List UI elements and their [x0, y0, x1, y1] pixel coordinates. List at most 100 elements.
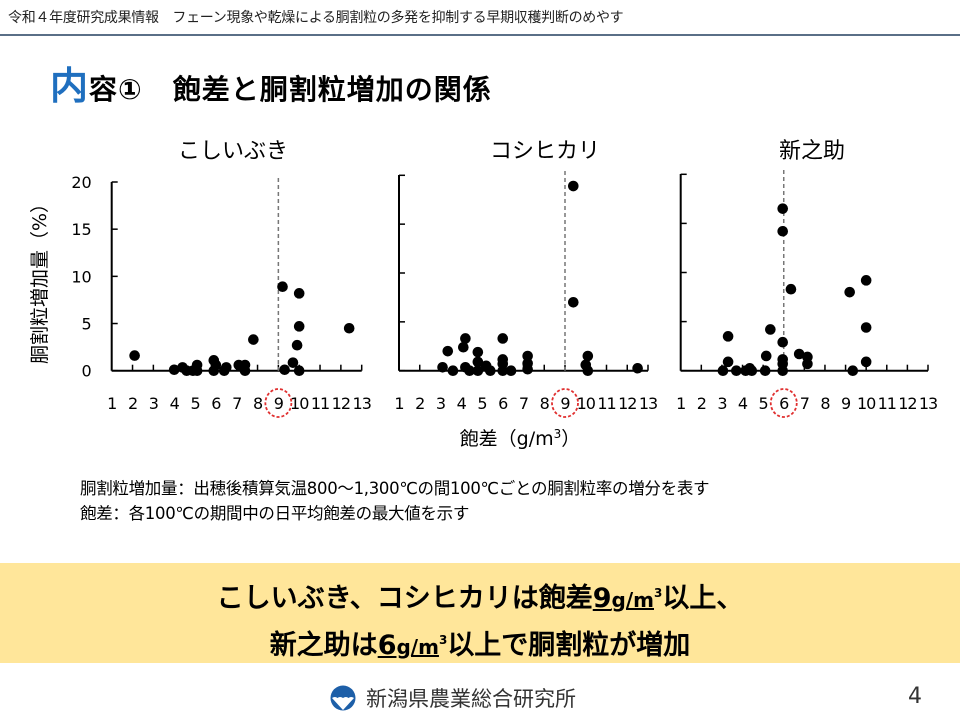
y-tick-label: 0: [82, 362, 92, 381]
x-tick-label: 6: [211, 394, 221, 413]
x-tick-label: 9: [841, 394, 851, 413]
x-tick-label: 9: [560, 394, 570, 413]
data-point: [722, 356, 734, 368]
x-tick-label: 7: [519, 394, 528, 413]
x-tick-label: 12: [618, 394, 636, 413]
y-tick-label: 20: [71, 173, 91, 192]
data-point: [785, 283, 797, 295]
x-tick-label: 10: [857, 394, 876, 413]
chart-title: コシヒカリ: [490, 139, 600, 164]
notes: 胴割粒増加量：出穂後積算気温800～1,300℃の間100℃ごとの胴割粒率の増分…: [80, 476, 710, 526]
conclusion-band: こしいぶき、コシヒカリは飽差9g/m3以上、 新之助は6g/m3以上で胴割粒が増…: [0, 563, 960, 663]
data-point: [522, 363, 533, 375]
x-tick-label: 12: [898, 394, 916, 413]
x-tick-label: 1: [107, 394, 116, 413]
data-point: [472, 346, 484, 358]
threshold-circle: [264, 388, 293, 418]
page-number: 4: [908, 684, 922, 709]
data-point: [279, 364, 290, 376]
x-tick-label: 12: [332, 394, 350, 413]
data-point: [844, 286, 855, 298]
data-point: [722, 331, 734, 342]
x-tick-label: 3: [717, 394, 726, 413]
data-point: [582, 365, 594, 377]
conclusion-unit: g/m: [611, 588, 654, 612]
data-point: [291, 339, 303, 351]
data-point: [568, 297, 579, 308]
data-point: [472, 365, 484, 377]
data-point: [248, 334, 259, 345]
conclusion-unit: g/m: [396, 635, 439, 659]
x-tick-label: 13: [919, 394, 937, 413]
y-axis-label: 胴割粒増加量（%）: [29, 194, 51, 364]
data-point: [860, 356, 872, 368]
x-tick-label: 10: [577, 394, 596, 413]
data-point: [847, 365, 859, 377]
title-first-char: 内: [50, 64, 90, 108]
x-tick-label: 10: [290, 394, 309, 413]
note-2: 飽差：各100℃の期間中の日平均飽差の最大値を示す: [80, 504, 470, 523]
data-point: [191, 365, 203, 377]
data-point: [168, 364, 180, 376]
data-point: [731, 365, 742, 377]
data-point: [777, 225, 789, 237]
x-tick-label: 6: [779, 394, 789, 413]
data-point: [239, 365, 251, 377]
x-tick-label: 5: [190, 394, 199, 413]
data-point: [717, 365, 729, 377]
threshold-circle: [551, 388, 579, 418]
title-main: 飽差と胴割粒増加の関係: [172, 73, 492, 106]
footer: 新潟県農業総合研究所: [330, 683, 576, 713]
x-tick-label: 3: [149, 394, 158, 413]
x-tick-label: 11: [311, 394, 329, 413]
data-point: [293, 365, 305, 377]
data-point: [293, 321, 305, 332]
x-tick-label: 1: [676, 394, 685, 413]
org-logo-icon: [330, 685, 356, 711]
data-point: [632, 362, 643, 374]
x-tick-label: 4: [457, 394, 467, 413]
y-tick-label: 15: [71, 220, 91, 239]
conclusion-text: 以上、: [662, 583, 744, 614]
conclusion-line-2: 新之助は6g/m3以上で胴割粒が増加: [0, 620, 960, 667]
x-tick-label: 7: [800, 394, 809, 413]
data-point: [220, 362, 232, 373]
note-1: 胴割粒増加量：出穂後積算気温800～1,300℃の間100℃ごとの胴割粒率の増分…: [80, 479, 710, 498]
data-point: [287, 357, 299, 368]
conclusion-value: 6: [377, 630, 397, 661]
conclusion-unit-sup: 3: [654, 586, 663, 600]
conclusion-text: こしいぶき、コシヒカリは飽差: [216, 583, 593, 614]
x-tick-label: 8: [253, 394, 263, 413]
x-tick-label: 8: [540, 394, 550, 413]
x-tick-label: 4: [738, 394, 748, 413]
data-point: [485, 365, 496, 377]
y-tick-label: 5: [82, 315, 92, 334]
page-title: 内容① 飽差と胴割粒増加の関係: [50, 55, 492, 110]
data-point: [460, 333, 471, 344]
data-point: [860, 322, 872, 333]
x-tick-label: 7: [232, 394, 241, 413]
data-point: [505, 365, 517, 377]
data-point: [777, 365, 789, 377]
conclusion-value: 9: [592, 583, 612, 614]
y-tick-label: 10: [71, 267, 91, 286]
x-tick-label: 2: [697, 394, 706, 413]
org-name: 新潟県農業総合研究所: [366, 687, 576, 711]
x-tick-label: 6: [498, 394, 508, 413]
header-title: 令和４年度研究成果情報 フェーン現象や乾燥による胴割粒の多発を抑制する早期収穫判…: [8, 10, 624, 26]
x-tick-label: 2: [415, 394, 424, 413]
conclusion-unit-sup: 3: [438, 633, 448, 647]
header-divider: [0, 34, 960, 36]
data-point: [777, 203, 789, 214]
data-point: [437, 361, 448, 373]
data-point: [497, 333, 509, 344]
data-point: [129, 350, 140, 361]
x-tick-label: 13: [639, 394, 657, 413]
data-point: [210, 359, 222, 371]
x-tick-label: 13: [353, 394, 371, 413]
x-tick-label: 5: [759, 394, 768, 413]
data-point: [860, 275, 872, 286]
data-point: [793, 348, 805, 360]
conclusion-line-1: こしいぶき、コシヒカリは飽差9g/m3以上、: [0, 573, 960, 620]
